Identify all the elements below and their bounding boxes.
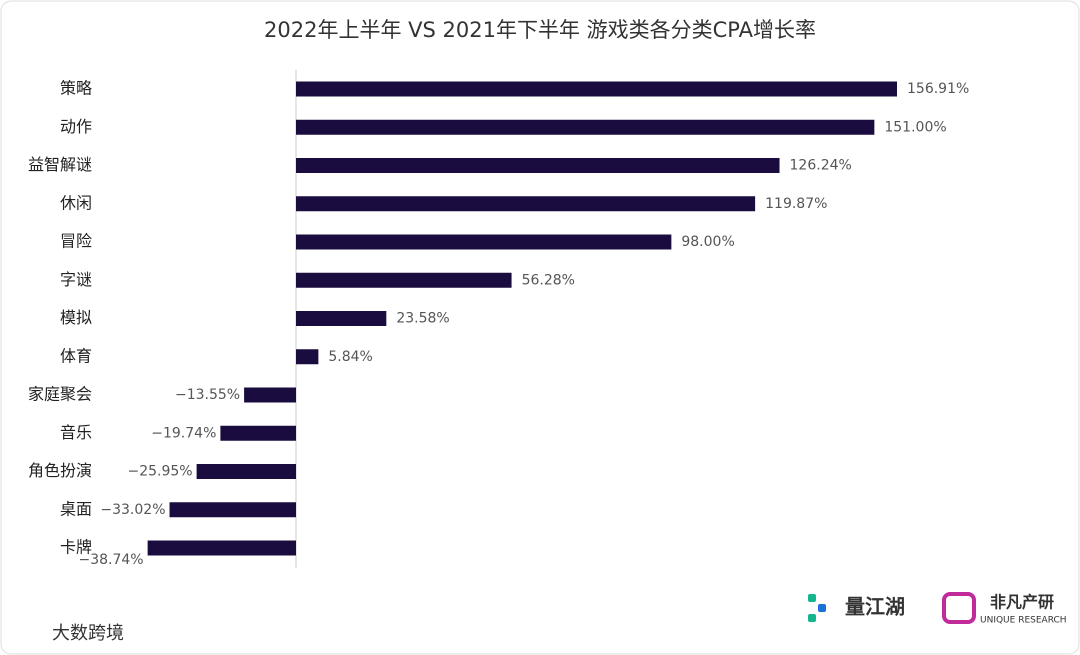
value-label: −25.95% [127, 464, 192, 480]
bar [296, 234, 672, 250]
value-label: −13.55% [175, 387, 240, 403]
bar [244, 387, 296, 403]
value-label: 156.91% [907, 81, 969, 97]
category-label: 字谜 [60, 270, 92, 289]
category-label: 冒险 [60, 232, 92, 251]
bar [296, 81, 897, 97]
bar [147, 540, 296, 556]
bar [296, 158, 780, 173]
logo-subtext: UNIQUE RESEARCH [980, 616, 1067, 626]
bar [220, 425, 296, 441]
category-label: 家庭聚会 [28, 385, 92, 404]
bar [296, 272, 512, 288]
category-label: 休闲 [60, 193, 92, 212]
category-label: 体育 [60, 346, 92, 365]
value-label: 119.87% [765, 196, 827, 212]
bar [296, 311, 387, 326]
category-label: 模拟 [60, 308, 92, 327]
watermark: 大数跨境 [52, 623, 124, 644]
bar [169, 502, 296, 518]
value-label: 126.24% [790, 158, 852, 174]
value-label: 5.84% [328, 349, 372, 365]
bar [296, 349, 319, 365]
category-label: 动作 [60, 117, 92, 136]
bar [296, 196, 756, 212]
logo-left: 量江湖 [808, 594, 905, 622]
value-label: −19.74% [151, 425, 216, 441]
value-label: −38.74% [78, 552, 143, 568]
category-label: 益智解谜 [28, 155, 92, 174]
value-label: 151.00% [884, 119, 946, 135]
logo-text: 量江湖 [845, 595, 905, 619]
bar [196, 464, 296, 479]
logo-right: 非凡产研 UNIQUE RESEARCH [942, 592, 1067, 626]
category-label: 角色扮演 [28, 461, 92, 480]
logo-text: 非凡产研 [990, 593, 1054, 612]
value-label: −33.02% [100, 502, 165, 518]
category-label: 策略 [60, 79, 92, 98]
category-label: 音乐 [60, 423, 92, 442]
chart-title: 2022年上半年 VS 2021年下半年 游戏类各分类CPA增长率 [264, 18, 816, 42]
value-label: 23.58% [396, 311, 449, 327]
value-label: 98.00% [681, 234, 734, 250]
category-label: 桌面 [60, 499, 92, 518]
category-label: 卡牌 [60, 538, 92, 557]
value-label: 56.28% [522, 272, 575, 288]
bar [296, 119, 875, 135]
